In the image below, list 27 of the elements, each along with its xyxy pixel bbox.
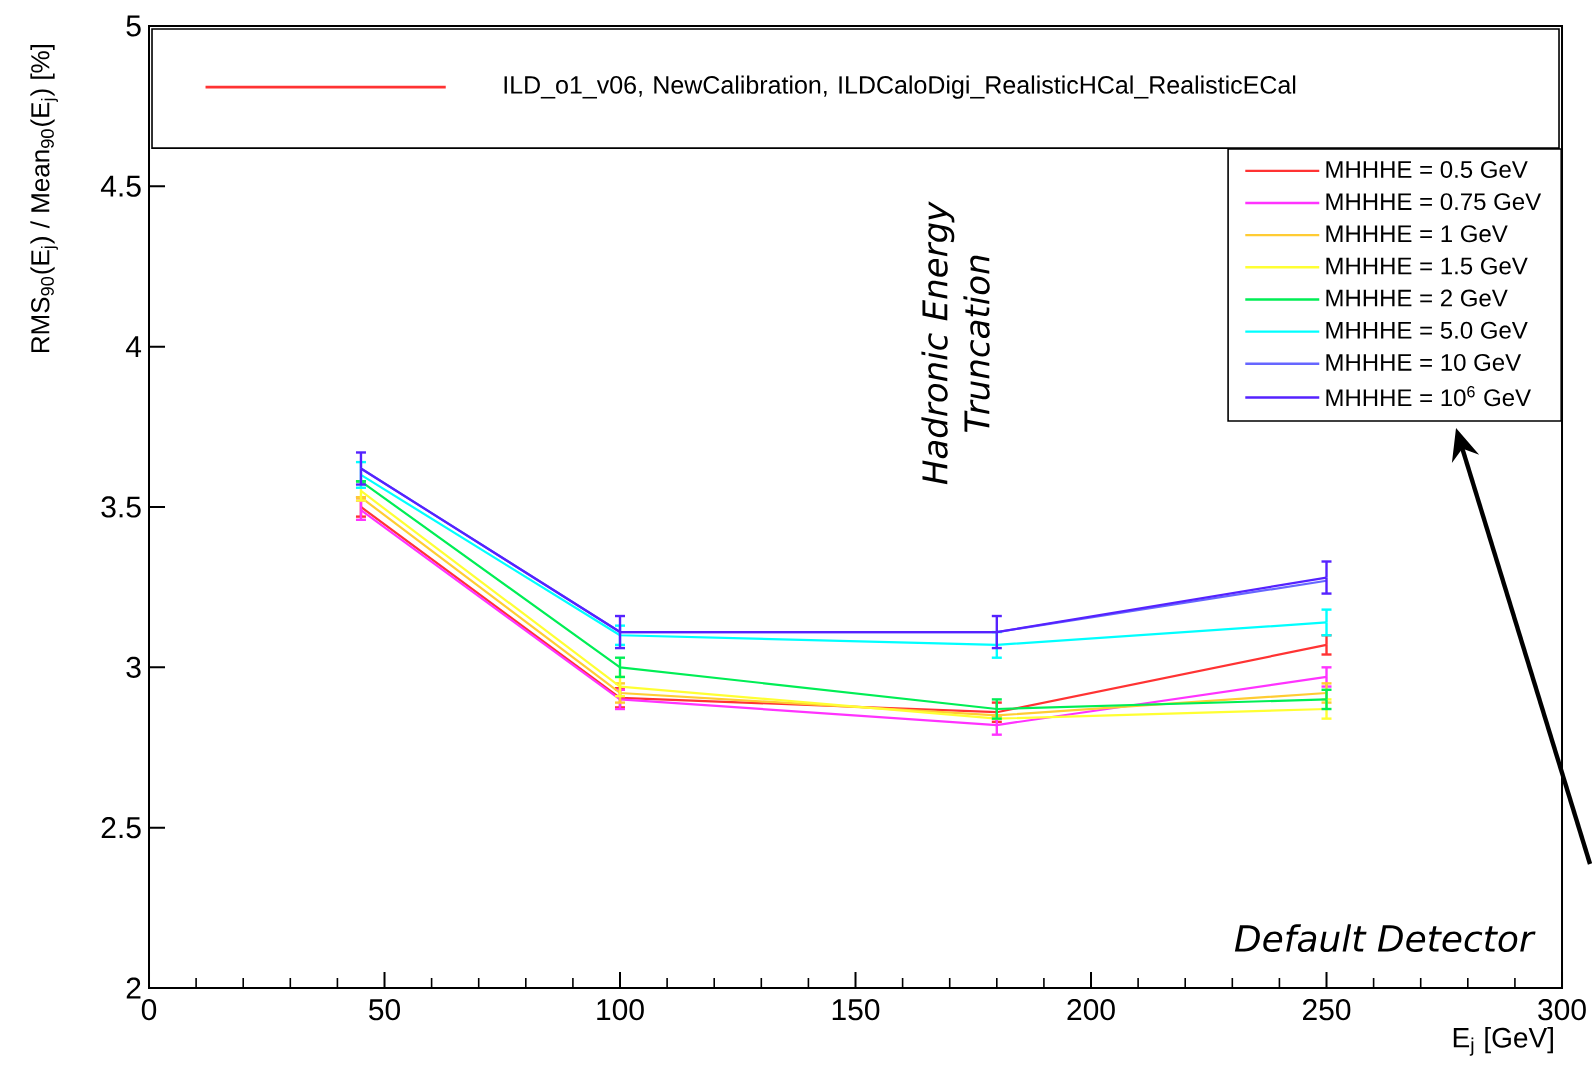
x-tick-label: 250 [1302,999,1351,1021]
x-tick-label: 50 [369,999,400,1021]
x-axis-title: E$_{j}$ [GeV] [1453,1027,1553,1056]
x-tick-label: 100 [597,999,644,1021]
y-tick-label: 2 [126,977,141,999]
text: RMS$_{90}$(E$_{j}$) / Mean$_{90}$(E$_{j}$) [%] [30,44,58,353]
legend-label: MHHHE = 2 GeV [1326,289,1508,307]
legend-label: MHHHE = 0.5 GeV [1326,160,1528,178]
x-tick-label: 150 [832,999,880,1021]
x-tick-label: 300 [1538,999,1586,1021]
x-tick-label: 0 [141,999,157,1021]
legend-label: MHHHE = 10 GeV [1326,353,1522,371]
legend-label: MHHHE = 1 GeV [1326,225,1508,243]
y-tick-label: 5 [126,15,141,37]
x-tick-label: 200 [1067,999,1115,1021]
text: ILD_o1_v06, NewCalibration, ILDCaloDigi_RealisticHCal_RealisticECal [504,75,1296,99]
legend-title: Hadronic Energy Truncation [921,201,990,485]
legend-label: MHHHE = 1.5 GeV [1326,257,1528,275]
y-tick-label: 3 [126,656,141,678]
y-tick-label: 4 [125,336,142,357]
legend-label: MHHHE = 5.0 GeV [1326,321,1528,339]
y-tick-label: 2.5 [101,817,141,839]
y-tick-label: 3.5 [101,496,141,518]
legend-label: MHHHE = 0.75 GeV [1326,193,1542,211]
y-tick-label: 4.5 [100,175,141,197]
annotation: Default Detector [1234,924,1536,953]
legend-label: MHHHE = 10$^{6}$ GeV [1326,386,1531,407]
